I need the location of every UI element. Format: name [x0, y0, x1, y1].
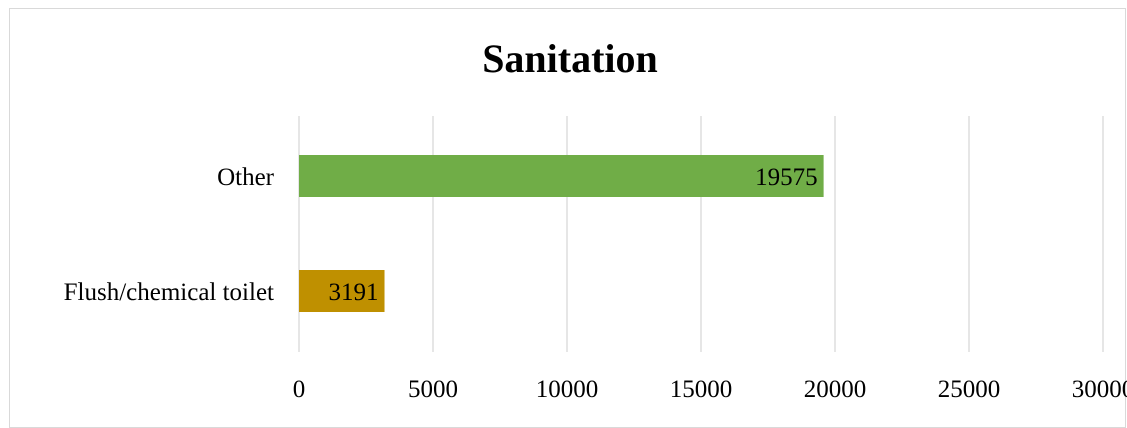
x-tick-label: 10000 — [536, 376, 599, 403]
chart-title: Sanitation — [482, 36, 658, 81]
category-label: Flush/chemical toilet — [64, 279, 274, 306]
bar — [299, 155, 824, 197]
gridlines — [298, 116, 1104, 352]
bar — [299, 270, 385, 312]
bars — [299, 155, 824, 312]
category-label: Other — [217, 164, 275, 191]
x-tick-label: 30000 — [1072, 376, 1127, 403]
data-label: 19575 — [755, 164, 818, 191]
data-labels: 19575 3191 — [329, 164, 818, 306]
x-tick-label: 0 — [293, 376, 306, 403]
x-tick-label: 25000 — [938, 376, 1001, 403]
x-tick-labels: 0 5000 10000 15000 20000 25000 30000 — [293, 376, 1127, 403]
sanitation-chart: Sanitation Other Flush/chemical toilet 0 5… — [64, 36, 1127, 403]
category-labels: Other Flush/chemical toilet — [64, 164, 275, 306]
x-tick-label: 20000 — [804, 376, 867, 403]
x-tick-label: 5000 — [408, 376, 458, 403]
x-tick-label: 15000 — [670, 376, 733, 403]
data-label: 3191 — [329, 279, 379, 306]
